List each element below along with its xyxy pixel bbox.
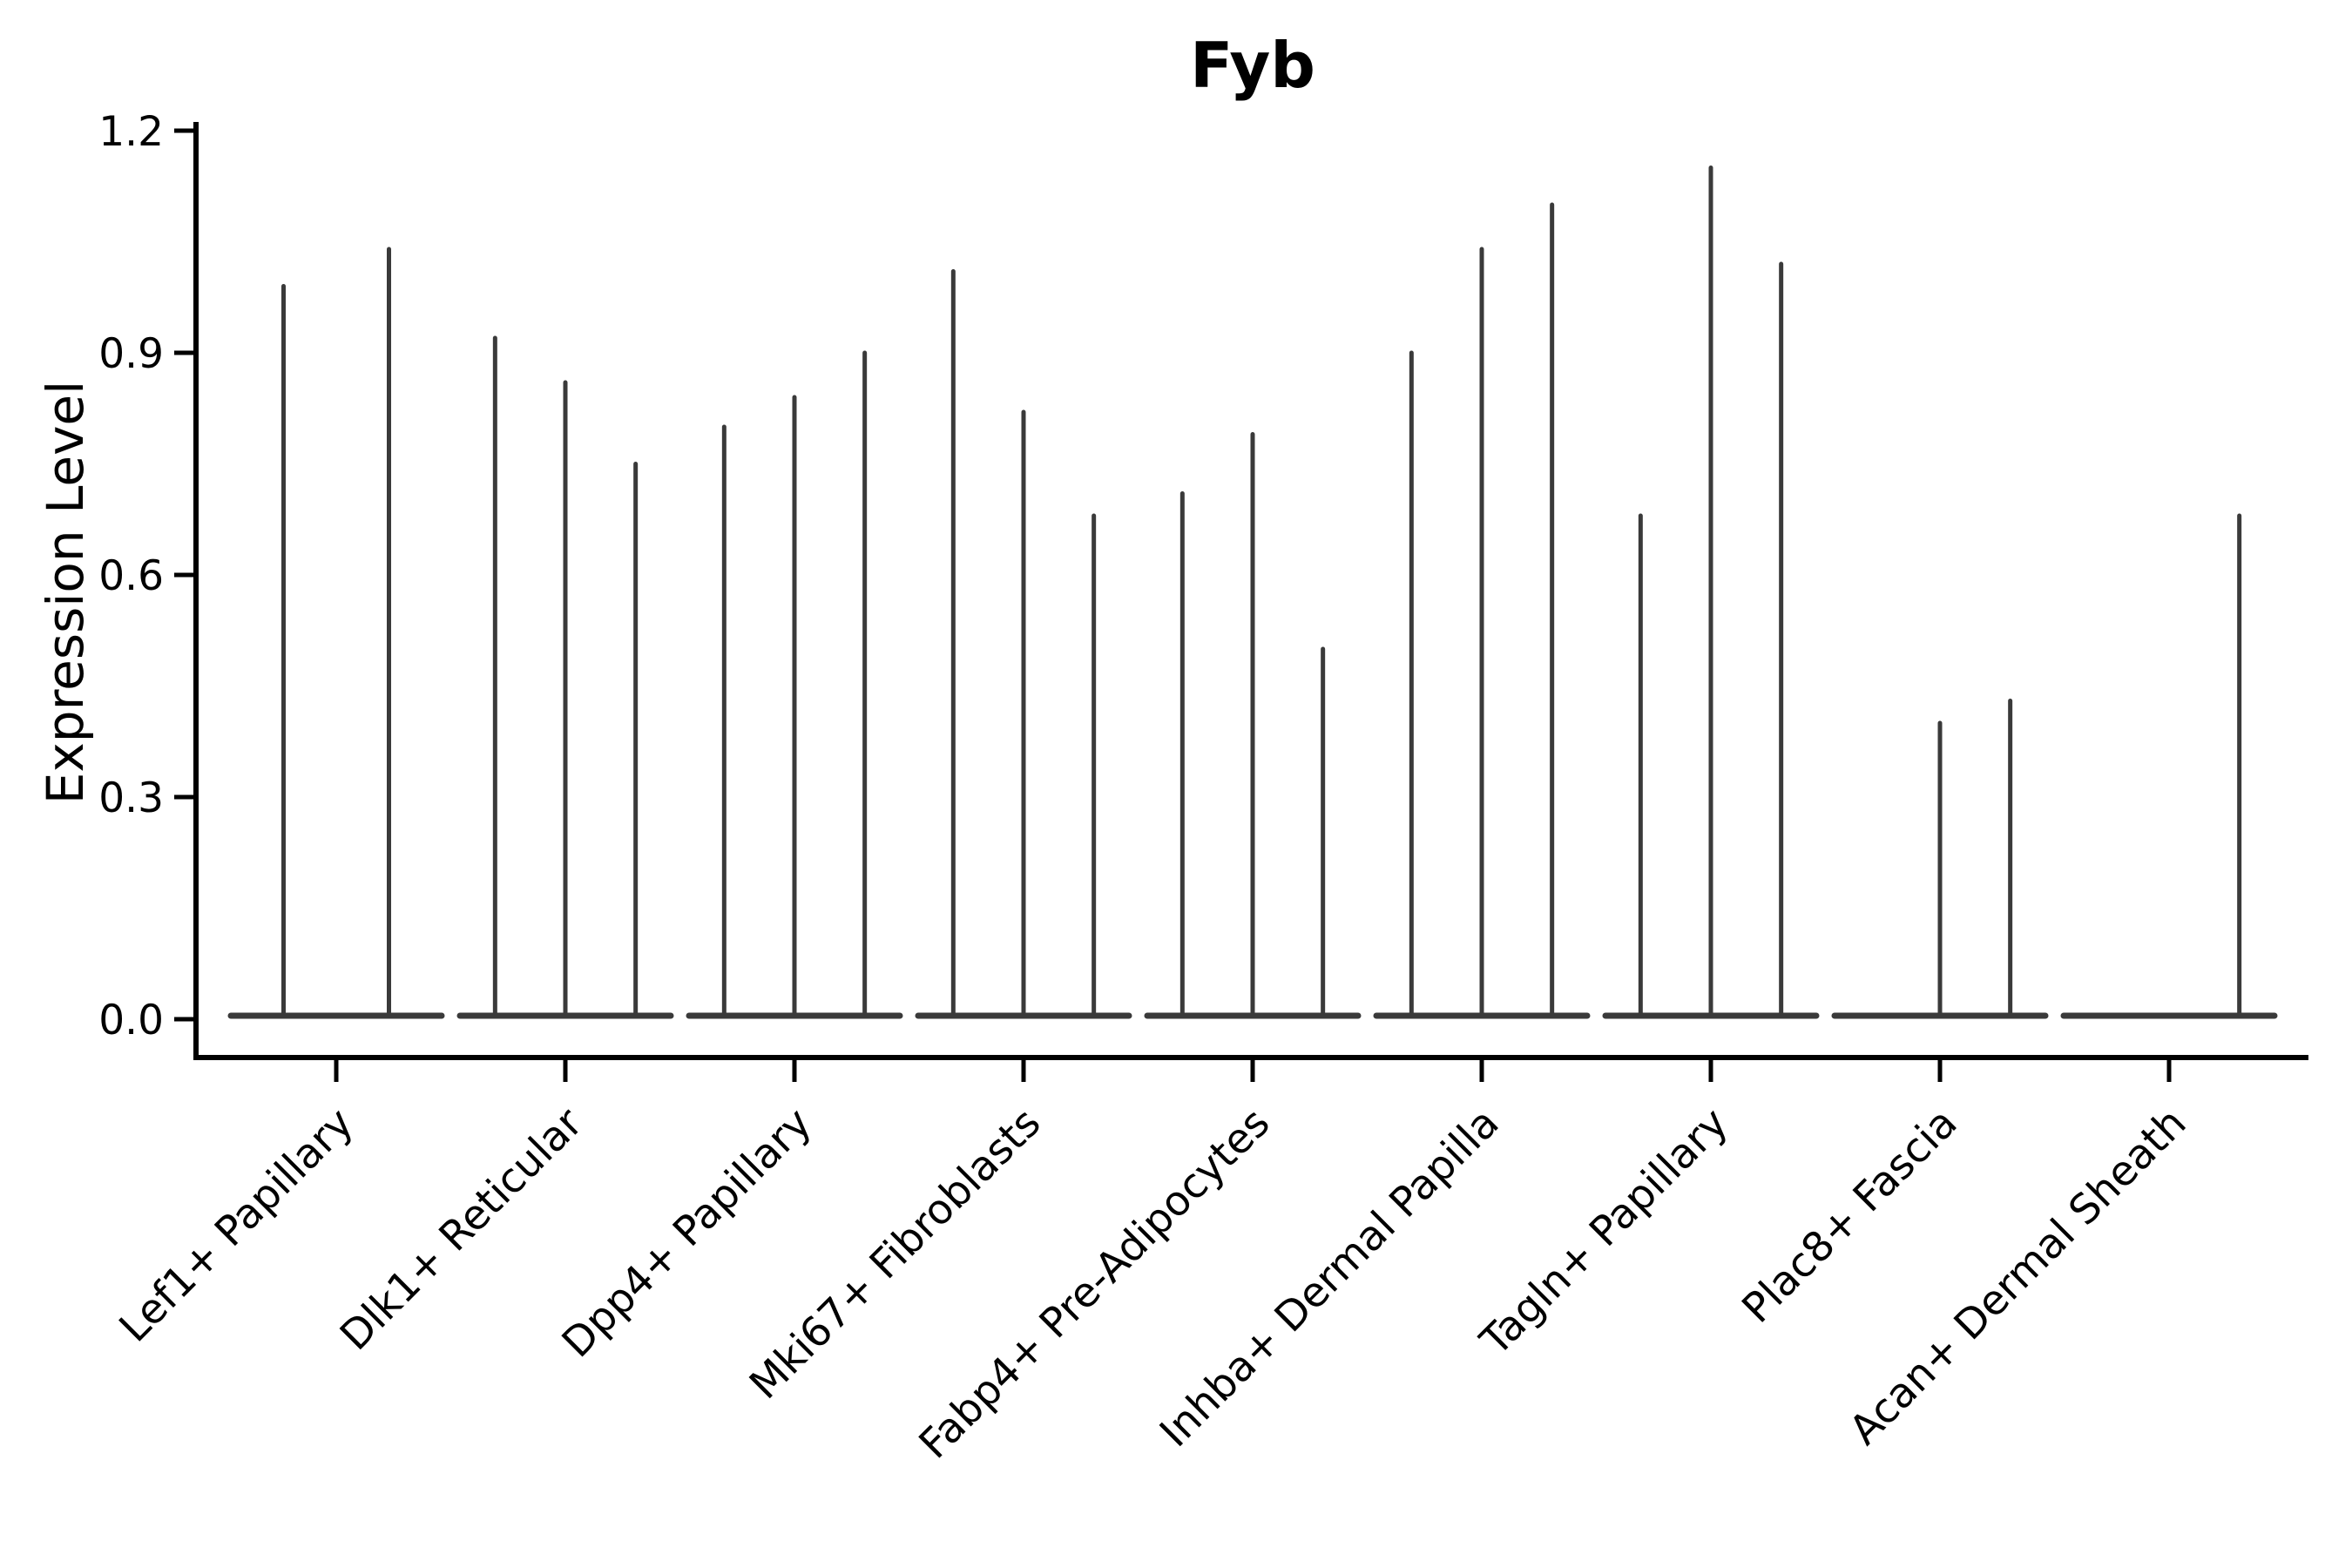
y-tick-label: 0.3 [98, 774, 164, 822]
y-tick-label: 0.9 [98, 330, 164, 378]
y-tick-label: 1.2 [98, 108, 164, 156]
x-tick-label: Dlk1+ Reticular [331, 1098, 592, 1360]
x-tick-label: Tagln+ Papillary [1471, 1099, 1738, 1366]
x-tick-label: Plac8+ Fascia [1734, 1099, 1967, 1333]
x-tick-label: Dpp4+ Papillary [553, 1099, 821, 1368]
plot-title: Fyb [1190, 29, 1315, 102]
y-tick-label: 0.6 [98, 552, 164, 600]
y-axis-label: Expression Level [36, 381, 95, 804]
x-tick-label: Lef1+ Papillary [111, 1099, 363, 1352]
y-tick-label: 0.0 [98, 997, 164, 1044]
